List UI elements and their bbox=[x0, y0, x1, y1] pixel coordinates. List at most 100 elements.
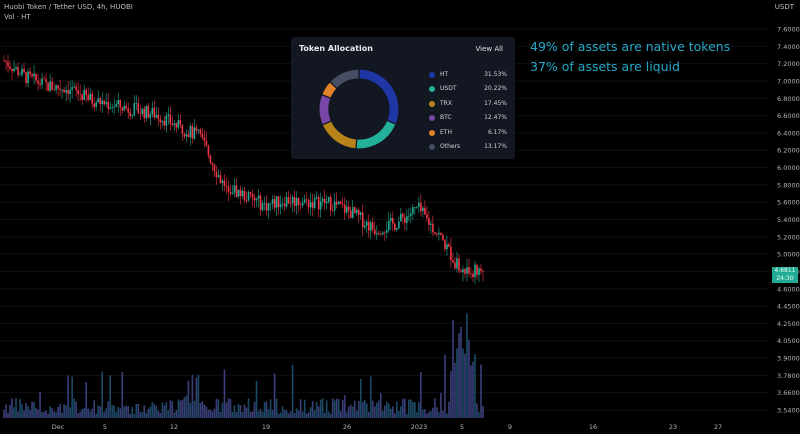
candle-body bbox=[193, 127, 196, 139]
candle-body bbox=[349, 210, 352, 218]
current-price-value: 4.6811 bbox=[774, 267, 796, 274]
volume-bar bbox=[416, 412, 418, 418]
volume-bar bbox=[111, 404, 114, 418]
volume-bar bbox=[41, 411, 43, 418]
volume-bar bbox=[159, 412, 162, 418]
volume-bar bbox=[71, 376, 73, 418]
volume-bar bbox=[277, 413, 280, 418]
candle-body bbox=[13, 68, 15, 72]
price-tick-label: 5.6000 bbox=[777, 199, 800, 207]
volume-bar bbox=[163, 405, 166, 418]
volume-bar bbox=[15, 398, 17, 418]
volume-bar bbox=[67, 375, 69, 418]
volume-bar bbox=[468, 339, 470, 418]
candle-body bbox=[309, 202, 312, 208]
candle-body bbox=[21, 68, 23, 75]
candle-body bbox=[293, 196, 296, 206]
candle-body bbox=[99, 98, 102, 105]
volume-bar bbox=[339, 411, 342, 418]
volume-bar bbox=[482, 406, 484, 418]
candle-body bbox=[207, 145, 210, 156]
trx-token-icon bbox=[429, 100, 435, 107]
volume-bar bbox=[57, 406, 59, 418]
volume-bar bbox=[454, 362, 456, 418]
candle-body bbox=[418, 202, 420, 207]
candle-body bbox=[117, 100, 120, 105]
candle-body bbox=[281, 203, 284, 205]
candle-body bbox=[63, 89, 65, 93]
candle-body bbox=[247, 192, 250, 201]
candle-body bbox=[59, 88, 61, 90]
candle-body bbox=[203, 137, 206, 141]
candle-body bbox=[177, 120, 180, 128]
volume-bar bbox=[426, 413, 428, 418]
candle-body bbox=[454, 262, 456, 269]
volume-bar bbox=[65, 405, 67, 418]
candle-body bbox=[181, 124, 184, 134]
price-tick-label: 7.2000 bbox=[777, 60, 800, 68]
volume-bar bbox=[303, 399, 306, 418]
candle-body bbox=[231, 192, 234, 194]
candle-body bbox=[219, 175, 222, 184]
price-tick-label: 7.4000 bbox=[777, 43, 800, 51]
price-tick-label: 6.4000 bbox=[777, 129, 800, 137]
time-tick-label: 5 bbox=[103, 423, 107, 431]
candle-body bbox=[27, 71, 29, 84]
candle-body bbox=[337, 201, 340, 205]
candle-body bbox=[365, 221, 368, 226]
candle-body bbox=[402, 213, 404, 218]
volume-bar bbox=[480, 364, 482, 418]
price-tick-label: 5.8000 bbox=[777, 181, 800, 189]
candle-body bbox=[109, 107, 112, 109]
candle-body bbox=[448, 244, 450, 247]
time-tick-label: 5 bbox=[460, 423, 464, 431]
candle-body bbox=[377, 233, 380, 235]
candle-body bbox=[151, 107, 154, 115]
time-tick-label: 23 bbox=[669, 423, 677, 431]
price-tick-label: 5.4000 bbox=[777, 216, 800, 224]
candle-body bbox=[141, 108, 144, 114]
volume-bar bbox=[19, 399, 21, 418]
candle-body bbox=[165, 115, 168, 126]
candle-body bbox=[424, 207, 426, 215]
candle-body bbox=[131, 115, 134, 117]
candle-body bbox=[438, 233, 440, 235]
volume-bar bbox=[171, 401, 174, 418]
candle-body bbox=[287, 197, 290, 204]
volume-bar bbox=[287, 413, 290, 418]
candle-body bbox=[474, 264, 476, 278]
volume-bar bbox=[201, 401, 204, 418]
candle-body bbox=[301, 202, 304, 206]
legend-row-ht: HT 31.53% bbox=[427, 70, 507, 84]
candle-body bbox=[243, 190, 246, 201]
candle-body bbox=[396, 228, 398, 230]
volume-bar bbox=[237, 404, 240, 418]
volume-bar bbox=[223, 369, 226, 418]
volume-bar bbox=[3, 410, 5, 418]
candle-body bbox=[97, 98, 99, 103]
legend-row-others: Others 13.17% bbox=[427, 142, 507, 156]
candle-body bbox=[95, 102, 97, 107]
view-all-link[interactable]: View All bbox=[475, 45, 503, 53]
price-axis-unit: USDT bbox=[774, 3, 794, 11]
candle-body bbox=[285, 197, 288, 207]
volume-bar bbox=[267, 409, 270, 418]
candle-body bbox=[147, 105, 150, 118]
volume-bar bbox=[394, 413, 396, 418]
candle-body bbox=[428, 218, 430, 225]
volume-bar bbox=[59, 403, 61, 418]
candle-body bbox=[205, 140, 208, 146]
volume-bar bbox=[173, 412, 176, 418]
price-tick-label: 4.2500 bbox=[777, 320, 800, 328]
volume-bar bbox=[464, 353, 466, 418]
candle-body bbox=[111, 107, 114, 108]
volume-bar bbox=[317, 406, 320, 418]
volume-bar bbox=[373, 406, 376, 418]
volume-bar bbox=[51, 408, 53, 418]
volume-bar bbox=[472, 361, 474, 418]
candle-body bbox=[388, 220, 390, 231]
candle-body bbox=[321, 198, 324, 202]
candle-body bbox=[77, 89, 79, 94]
candle-body bbox=[398, 221, 400, 229]
